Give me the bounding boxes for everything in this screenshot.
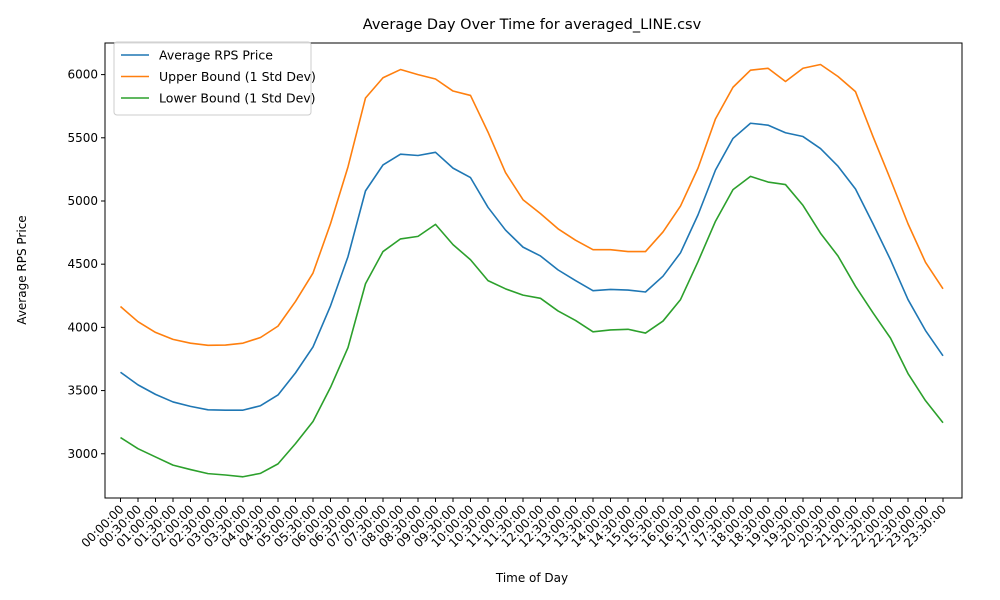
plot-frame: [104, 42, 963, 499]
x-axis-label: Time of Day: [495, 571, 568, 585]
y-axis: 3000 3500 4000 4500 5000 5500 6000: [67, 68, 105, 461]
y-tick-label: 5000: [67, 194, 98, 208]
y-tick-label: 3000: [67, 447, 98, 461]
y-tick-label: 5500: [67, 131, 98, 145]
legend: Average RPS Price Upper Bound (1 Std Dev)…: [113, 41, 316, 116]
y-tick-label: 3500: [67, 384, 98, 398]
series-lines: [119, 63, 944, 478]
y-tick-label: 4000: [67, 320, 98, 334]
y-axis-label: Average RPS Price: [15, 215, 29, 324]
legend-entry-label: Lower Bound (1 Std Dev): [159, 91, 316, 106]
legend-frame: [113, 41, 312, 116]
y-tick-label: 4500: [67, 257, 98, 271]
y-tick-label: 6000: [67, 68, 98, 82]
series-line-0: [120, 122, 944, 411]
legend-entry-label: Upper Bound (1 Std Dev): [159, 69, 316, 84]
series-line-2: [120, 175, 944, 478]
x-axis: 00:00:0000:30:0001:00:0001:30:0002:00:00…: [79, 498, 949, 550]
legend-entry-label: Average RPS Price: [159, 48, 273, 63]
series-line-1: [119, 63, 944, 347]
chart-title: Average Day Over Time for averaged_LINE.…: [363, 17, 702, 33]
